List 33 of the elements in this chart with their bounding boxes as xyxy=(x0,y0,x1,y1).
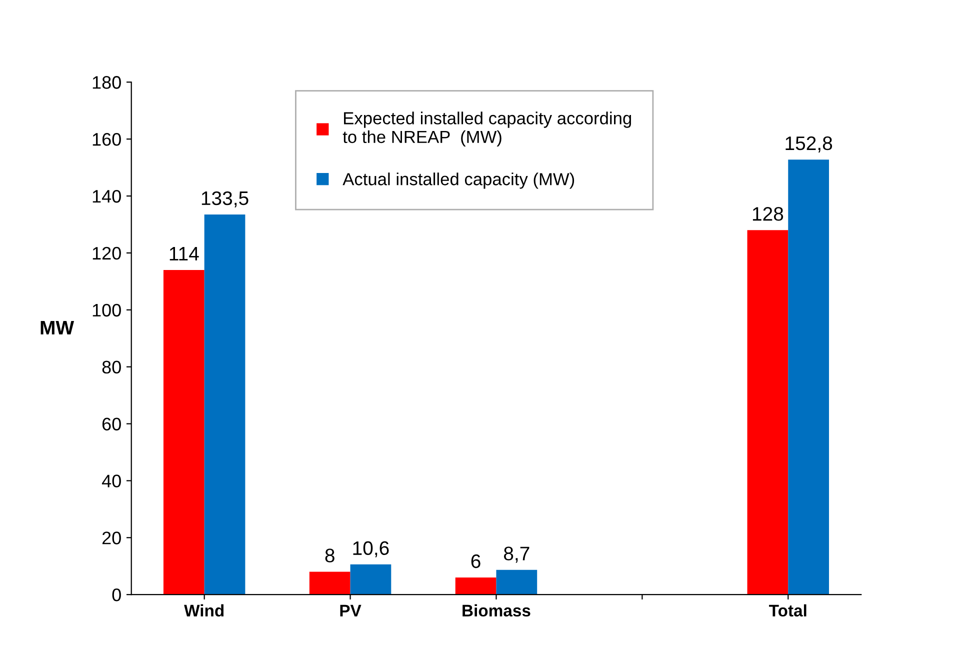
bar xyxy=(204,214,246,595)
bar xyxy=(163,270,204,595)
legend-label: Actual installed capacity (MW) xyxy=(342,172,574,189)
y-tick-label: 100 xyxy=(92,304,121,317)
bar xyxy=(496,570,538,595)
y-axis-title: MW xyxy=(40,320,74,334)
data-label: 8,7 xyxy=(504,546,530,563)
bar xyxy=(747,230,788,595)
bar xyxy=(455,578,496,595)
y-tick-label: 60 xyxy=(102,418,121,430)
data-label: 10,6 xyxy=(353,541,389,558)
data-label: 133,5 xyxy=(202,191,248,208)
y-tick-label: 120 xyxy=(92,246,121,260)
bar xyxy=(788,160,829,595)
y-tick-label: 160 xyxy=(92,133,121,146)
y-tick-label: 140 xyxy=(92,190,121,203)
bar xyxy=(350,564,392,595)
y-tick-label: 40 xyxy=(102,474,121,488)
data-label: 128 xyxy=(752,207,784,221)
x-tick-label: PV xyxy=(340,604,362,616)
x-tick-label: Total xyxy=(769,604,806,617)
x-tick-label: Biomass xyxy=(462,604,530,617)
y-tick-label: 0 xyxy=(112,588,121,602)
y-tick-label: 180 xyxy=(92,76,121,89)
bar xyxy=(309,572,350,595)
y-tick-label: 20 xyxy=(102,532,121,544)
x-tick-label: Wind xyxy=(184,604,224,617)
y-tick-label: 80 xyxy=(102,360,121,374)
data-label: 152,8 xyxy=(786,136,832,152)
data-label: 6 xyxy=(471,554,480,568)
data-label: 114 xyxy=(170,247,199,260)
legend-label: Expected installed capacity according to the NREAP (MW) xyxy=(342,112,632,147)
data-label: 8 xyxy=(325,548,334,562)
